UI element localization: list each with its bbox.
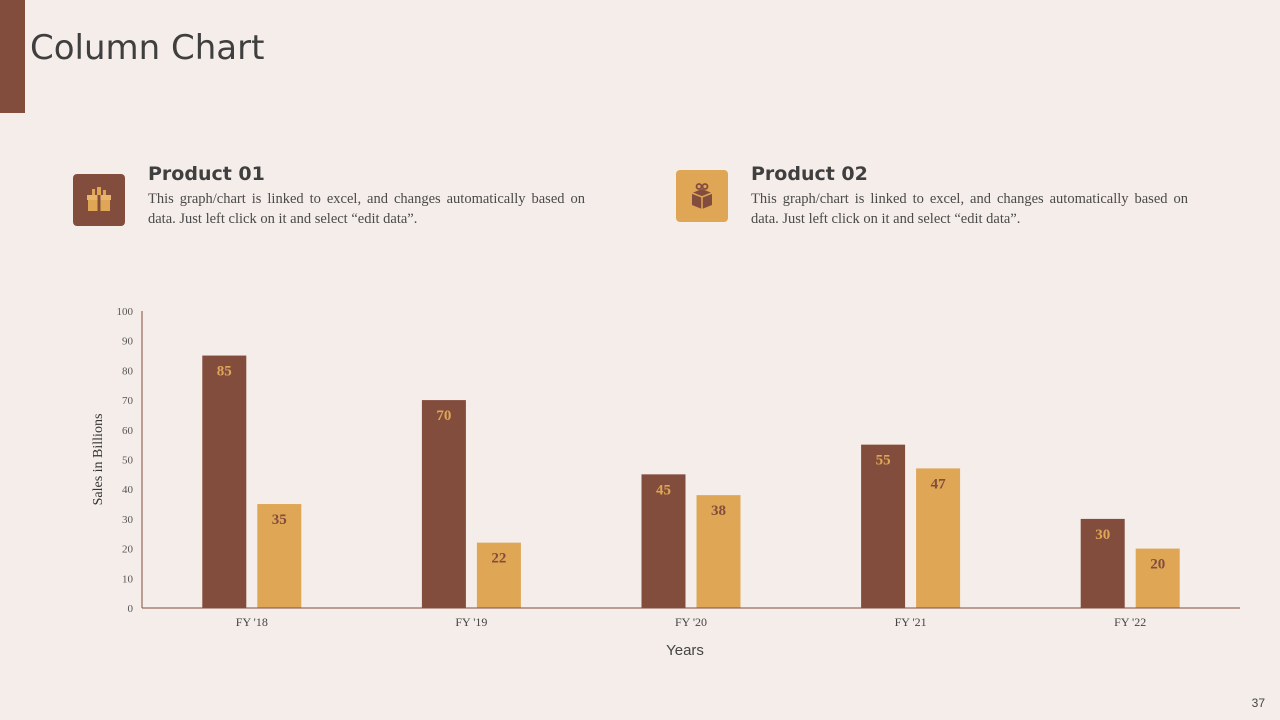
x-tick-label: FY '20 bbox=[675, 615, 707, 629]
y-tick-label: 90 bbox=[122, 336, 134, 348]
y-axis-title: Sales in Billions bbox=[91, 414, 106, 506]
x-axis-title: Years bbox=[666, 642, 704, 659]
chart-data-labels: 85 35 70 22 45 38 55 47 30 20 bbox=[217, 364, 1165, 573]
product-02-description: This graph/chart is linked to excel, and… bbox=[751, 191, 1188, 227]
y-tick-label: 60 bbox=[122, 425, 134, 437]
data-label: 55 bbox=[876, 453, 891, 469]
data-label: 47 bbox=[931, 476, 947, 492]
y-tick-label: 70 bbox=[122, 395, 134, 407]
bar-1 bbox=[641, 474, 686, 608]
bar-2 bbox=[696, 495, 741, 608]
x-tick-label: FY '18 bbox=[236, 615, 268, 629]
bar-2 bbox=[257, 504, 302, 608]
data-label: 35 bbox=[272, 512, 287, 528]
y-tick-label: 100 bbox=[117, 306, 134, 318]
x-tick-label: FY '19 bbox=[455, 615, 487, 629]
data-label: 70 bbox=[436, 408, 451, 424]
bar-2 bbox=[476, 542, 521, 608]
title-accent-bar bbox=[0, 0, 25, 113]
y-tick-label: 80 bbox=[122, 365, 134, 377]
y-tick-label: 20 bbox=[122, 544, 134, 556]
x-axis-category-labels: FY '18 FY '19 FY '20 FY '21 FY '22 bbox=[236, 615, 1146, 629]
page-number: 37 bbox=[1251, 696, 1265, 710]
data-label: 45 bbox=[656, 482, 671, 498]
y-axis-ticks: 0 10 20 30 40 50 60 70 80 90 100 bbox=[117, 306, 134, 615]
y-tick-label: 30 bbox=[122, 514, 134, 526]
y-tick-label: 0 bbox=[128, 603, 134, 615]
bar-2 bbox=[916, 468, 961, 608]
bar-2 bbox=[1135, 548, 1180, 608]
y-tick-label: 40 bbox=[122, 484, 134, 496]
data-label: 20 bbox=[1150, 557, 1165, 573]
product-02-title: Product 02 bbox=[751, 163, 868, 185]
bar-1 bbox=[421, 400, 466, 608]
x-tick-label: FY '22 bbox=[1114, 615, 1146, 629]
data-label: 38 bbox=[711, 503, 726, 519]
bar-1 bbox=[1080, 518, 1125, 608]
product-01-title: Product 01 bbox=[148, 163, 265, 185]
bar-1 bbox=[861, 444, 906, 608]
page-title: Column Chart bbox=[30, 28, 265, 68]
x-tick-label: FY '21 bbox=[895, 615, 927, 629]
gift-box-icon bbox=[676, 170, 728, 222]
data-label: 22 bbox=[491, 551, 506, 567]
y-tick-label: 50 bbox=[122, 455, 134, 467]
product-01-description: This graph/chart is linked to excel, and… bbox=[148, 191, 585, 227]
y-tick-label: 10 bbox=[122, 573, 134, 585]
chart-bars bbox=[202, 355, 1180, 608]
column-chart: 0 10 20 30 40 50 60 70 80 90 100 85 35 70 22 45 38 55 47 3… bbox=[91, 306, 1240, 659]
data-label: 85 bbox=[217, 364, 232, 380]
gift-boxes-icon bbox=[73, 174, 125, 226]
data-label: 30 bbox=[1095, 527, 1110, 543]
bar-1 bbox=[202, 355, 247, 608]
